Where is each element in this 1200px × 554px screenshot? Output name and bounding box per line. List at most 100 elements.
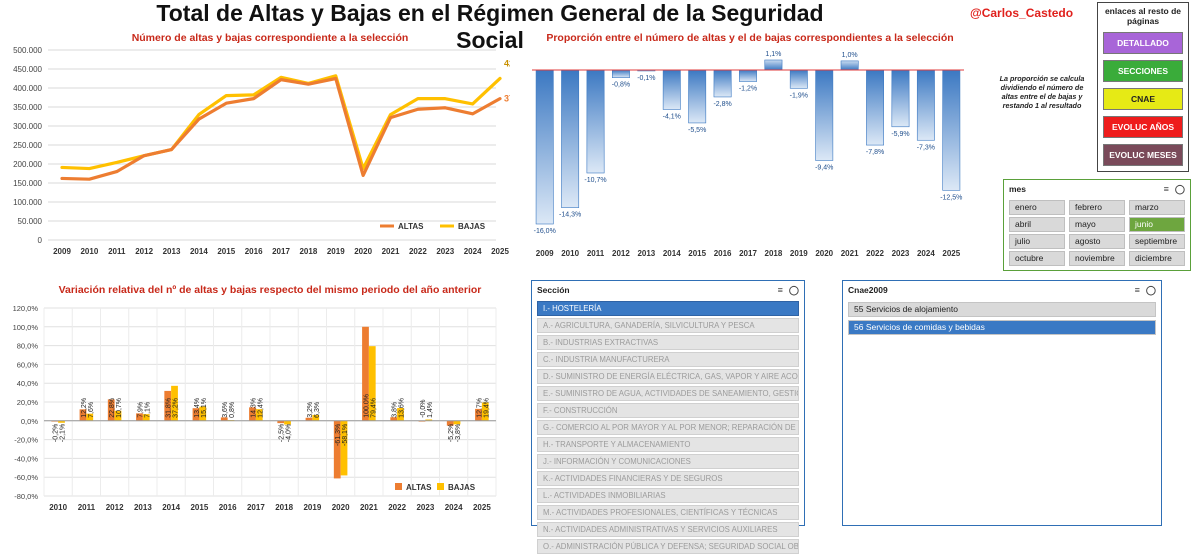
data-label: 3,8% xyxy=(392,402,399,418)
bar-bajas xyxy=(199,406,207,421)
legend-label: ALTAS xyxy=(398,222,424,231)
y-tick-label: 120,0% xyxy=(13,304,39,313)
data-label: 15,1% xyxy=(201,398,208,418)
seccion-item[interactable]: O.- ADMINISTRACIÓN PÚBLICA Y DEFENSA; SE… xyxy=(537,539,799,554)
data-label: -5,2% xyxy=(448,424,455,442)
seccion-item[interactable]: E.- SUMINISTRO DE AGUA, ACTIVIDADES DE S… xyxy=(537,386,799,401)
x-tick-label: 2014 xyxy=(162,503,180,512)
mes-item[interactable]: septiembre xyxy=(1129,234,1185,249)
x-tick-label: 2025 xyxy=(942,249,960,258)
mes-item[interactable]: enero xyxy=(1009,200,1065,215)
legend-label: BAJAS xyxy=(458,222,486,231)
bar-bajas xyxy=(86,413,94,421)
data-label: 37,2% xyxy=(173,398,180,418)
link-button-2[interactable]: CNAE xyxy=(1103,88,1183,110)
bar-altas xyxy=(305,417,313,421)
data-label: 1,4% xyxy=(427,402,434,418)
clear-filter-icon[interactable]: ◯ xyxy=(788,284,799,295)
data-label: -16,0% xyxy=(534,228,556,235)
data-label: 13,4% xyxy=(194,398,201,418)
bar-altas xyxy=(390,417,398,421)
seccion-item[interactable]: A.- AGRICULTURA, GANADERÍA, SILVICULTURA… xyxy=(537,318,799,333)
x-tick-label: 2024 xyxy=(917,249,935,258)
y-tick-label: 50.000 xyxy=(18,217,43,226)
link-button-0[interactable]: DETALLADO xyxy=(1103,32,1183,54)
data-label: 13,6% xyxy=(399,398,406,418)
y-tick-label: 400.000 xyxy=(13,84,42,93)
seccion-item[interactable]: L.- ACTIVIDADES INMOBILIARIAS xyxy=(537,488,799,503)
seccion-item[interactable]: H.- TRANSPORTE Y ALMACENAMIENTO xyxy=(537,437,799,452)
y-tick-label: 20,0% xyxy=(17,398,39,407)
x-tick-label: 2012 xyxy=(135,247,153,256)
bar-bajas xyxy=(255,409,263,421)
x-tick-label: 2022 xyxy=(866,249,884,258)
y-tick-label: 350.000 xyxy=(13,103,42,112)
seccion-item[interactable]: I.- HOSTELERÍA xyxy=(537,301,799,316)
mes-item[interactable]: diciembre xyxy=(1129,251,1185,266)
x-tick-label: 2018 xyxy=(765,249,783,258)
seccion-item[interactable]: C.- INDUSTRIA MANUFACTURERA xyxy=(537,352,799,367)
bar-altas xyxy=(277,420,285,424)
data-label: 0,8% xyxy=(229,402,236,418)
bar xyxy=(916,69,935,141)
mes-item[interactable]: mayo xyxy=(1069,217,1125,232)
bar xyxy=(891,69,910,128)
mes-item[interactable]: noviembre xyxy=(1069,251,1125,266)
x-tick-label: 2009 xyxy=(536,249,554,258)
x-tick-label: 2010 xyxy=(80,247,98,256)
seccion-item[interactable]: J.- INFORMACIÓN Y COMUNICACIONES xyxy=(537,454,799,469)
y-tick-label: -60,0% xyxy=(14,473,38,482)
mes-item[interactable]: abril xyxy=(1009,217,1065,232)
link-button-1[interactable]: SECCIONES xyxy=(1103,60,1183,82)
x-tick-label: 2024 xyxy=(464,247,482,256)
x-tick-label: 2011 xyxy=(587,249,605,258)
x-tick-label: 2011 xyxy=(78,503,96,512)
bar-bajas xyxy=(58,420,65,423)
y-tick-label: 0,0% xyxy=(21,417,38,426)
seccion-item[interactable]: K.- ACTIVIDADES FINANCIERAS Y DE SEGUROS xyxy=(537,471,799,486)
data-label: 100,0% xyxy=(363,394,370,418)
bar-altas xyxy=(362,326,369,421)
seccion-item[interactable]: F.- CONSTRUCCIÓN xyxy=(537,403,799,418)
cnae-item[interactable]: 55 Servicios de alojamiento xyxy=(848,302,1156,317)
bar xyxy=(840,60,859,71)
seccion-item[interactable]: B.- INDUSTRIAS EXTRACTIVAS xyxy=(537,335,799,350)
legend-swatch xyxy=(395,483,402,490)
mes-item[interactable]: octubre xyxy=(1009,251,1065,266)
clear-filter-icon[interactable]: ◯ xyxy=(1145,284,1156,295)
multi-select-icon[interactable]: ≡ xyxy=(777,284,783,295)
data-label: 79,4% xyxy=(370,398,377,418)
cnae-item[interactable]: 56 Servicios de comidas y bebidas xyxy=(848,320,1156,335)
bar-bajas xyxy=(114,410,122,421)
data-label: 1,0% xyxy=(842,52,858,59)
data-label: 1,1% xyxy=(765,51,781,58)
x-tick-label: 2010 xyxy=(49,503,67,512)
bar-bajas xyxy=(368,346,376,421)
mes-slicer-title: mes xyxy=(1009,184,1027,194)
clear-filter-icon[interactable]: ◯ xyxy=(1174,183,1185,194)
mes-item[interactable]: marzo xyxy=(1129,200,1185,215)
seccion-item[interactable]: M.- ACTIVIDADES PROFESIONALES, CIENTÍFIC… xyxy=(537,505,799,520)
link-button-3[interactable]: EVOLUC AÑOS xyxy=(1103,116,1183,138)
x-tick-label: 2022 xyxy=(409,247,427,256)
data-label: -2,5% xyxy=(279,424,286,442)
seccion-item[interactable]: G.- COMERCIO AL POR MAYOR Y AL POR MENOR… xyxy=(537,420,799,435)
data-label: -0,2% xyxy=(53,424,60,442)
mes-item[interactable]: julio xyxy=(1009,234,1065,249)
mes-item[interactable]: junio xyxy=(1129,217,1185,232)
mes-item[interactable]: agosto xyxy=(1069,234,1125,249)
seccion-item[interactable]: D.- SUMINISTRO DE ENERGÍA ELÉCTRICA, GAS… xyxy=(537,369,799,384)
mes-item[interactable]: febrero xyxy=(1069,200,1125,215)
seccion-item[interactable]: N.- ACTIVIDADES ADMINISTRATIVAS Y SERVIC… xyxy=(537,522,799,537)
y-tick-label: -40,0% xyxy=(14,454,38,463)
legend-label: ALTAS xyxy=(406,483,432,492)
multi-select-icon[interactable]: ≡ xyxy=(1163,183,1169,194)
bar-altas xyxy=(333,420,341,479)
link-button-4[interactable]: EVOLUC MESES xyxy=(1103,144,1183,166)
data-label: -4,1% xyxy=(663,113,681,120)
x-tick-label: 2013 xyxy=(163,247,181,256)
multi-select-icon[interactable]: ≡ xyxy=(1134,284,1140,295)
cnae-slicer-title: Cnae2009 xyxy=(848,285,888,295)
x-tick-label: 2025 xyxy=(473,503,491,512)
x-tick-label: 2016 xyxy=(219,503,237,512)
